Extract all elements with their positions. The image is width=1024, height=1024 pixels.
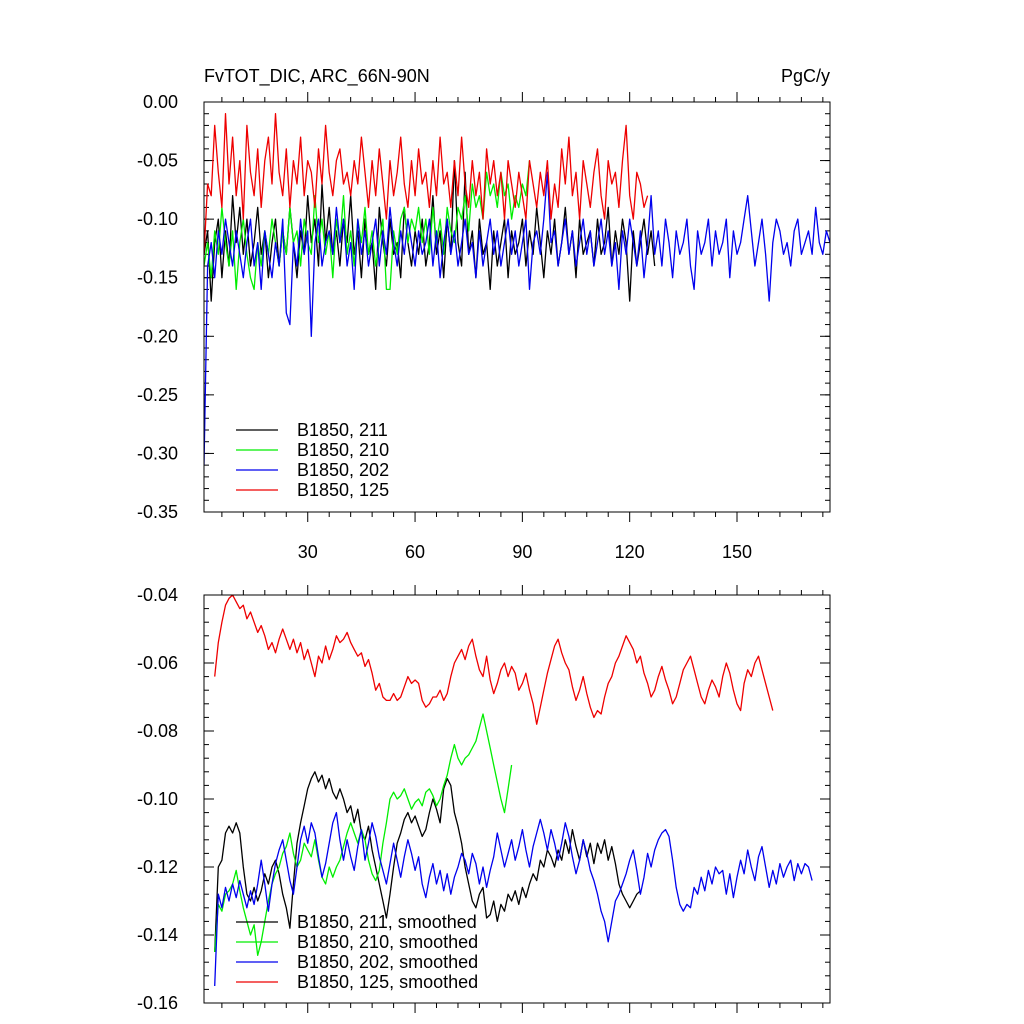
x-tick-label: 60 <box>405 542 425 562</box>
plot-frame <box>203 594 831 1004</box>
series-line-2 <box>214 713 513 957</box>
x-tick-label: 30 <box>298 542 318 562</box>
legend-label: B1850, 211, smoothed <box>297 912 477 932</box>
x-axis: 30 60 90 120 150 <box>221 92 824 562</box>
legend-label: B1850, 210 <box>297 440 389 460</box>
series-line-4 <box>204 113 649 255</box>
y-tick-label: -0.12 <box>137 857 178 877</box>
y-tick-label: -0.04 <box>137 585 178 605</box>
y-tick-label: -0.08 <box>137 721 178 741</box>
x-tick-label: 120 <box>615 542 645 562</box>
legend-label: B1850, 125 <box>297 480 389 500</box>
y-tick-label: -0.20 <box>137 326 178 346</box>
legend-label: B1850, 211 <box>297 420 388 440</box>
y-tick-label: -0.05 <box>137 151 178 171</box>
chart-title: FvTOT_DIC, ARC_66N-90N <box>204 66 430 87</box>
legend-label: B1850, 125, smoothed <box>297 972 478 992</box>
series-line-1 <box>214 771 641 953</box>
plot-area <box>204 113 830 466</box>
y-tick-label: -0.15 <box>137 268 178 288</box>
y-axis: 0.00 -0.05 -0.10 -0.15 -0.20 -0.25 -0.30 -0.35 <box>137 92 830 522</box>
y-tick-label: 0.00 <box>143 92 178 112</box>
y-tick-label: -0.25 <box>137 385 178 405</box>
y-tick-label: -0.35 <box>137 502 178 522</box>
x-tick-label: 90 <box>512 542 532 562</box>
y-tick-label: -0.06 <box>137 653 178 673</box>
series-line-3 <box>214 811 813 987</box>
y-tick-label: -0.10 <box>137 209 178 229</box>
legend-label: B1850, 210, smoothed <box>297 932 478 952</box>
units-label: PgC/y <box>781 66 830 86</box>
bottom-panel: -0.04 -0.06 -0.08 -0.10 -0.12 -0.14 -0.16 B1850… <box>137 585 831 1013</box>
y-tick-label: -0.14 <box>137 925 178 945</box>
legend-label: B1850, 202, smoothed <box>297 952 478 972</box>
legend-label: B1850, 202 <box>297 460 389 480</box>
top-panel: FvTOT_DIC, ARC_66N-90N PgC/y 0.00 -0.05 -0.1… <box>137 66 831 562</box>
plot-frame <box>203 101 831 513</box>
y-axis: -0.04 -0.06 -0.08 -0.10 -0.12 -0.14 -0.16 <box>137 585 830 1013</box>
x-tick-label: 150 <box>722 542 752 562</box>
series-line-2 <box>204 160 531 291</box>
series-line-3 <box>204 171 830 466</box>
plot-area <box>214 595 813 987</box>
y-tick-label: -0.10 <box>137 789 178 809</box>
x-axis <box>221 585 824 1013</box>
y-tick-label: -0.16 <box>137 993 178 1013</box>
series-line-4 <box>214 595 774 725</box>
y-tick-label: -0.30 <box>137 443 178 463</box>
